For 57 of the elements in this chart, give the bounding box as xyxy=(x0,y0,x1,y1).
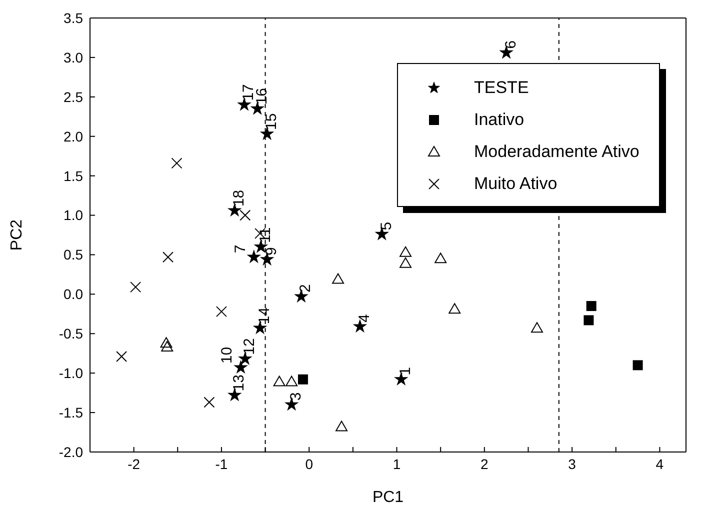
y-tick-label: 1.0 xyxy=(64,207,84,224)
point xyxy=(336,420,348,432)
legend-label: Inativo xyxy=(474,110,524,130)
y-tick-label: 3.0 xyxy=(64,49,84,66)
legend-label: TESTE xyxy=(474,78,529,98)
legend-label: Moderadamente Ativo xyxy=(474,142,640,162)
annotation: 1 xyxy=(397,367,414,376)
y-tick-label: -2.0 xyxy=(58,444,84,460)
annotation: 7 xyxy=(232,244,249,254)
x-tick-label: -2 xyxy=(128,456,140,472)
x-tick-label: 3 xyxy=(568,456,576,472)
annotation: 12 xyxy=(241,338,258,355)
y-tick-label: 2.0 xyxy=(64,128,84,144)
annotation: 6 xyxy=(502,40,520,49)
annotation: 10 xyxy=(218,346,236,364)
annotation: 15 xyxy=(263,113,280,130)
annotation: 13 xyxy=(230,374,248,392)
x-axis-title: PC1 xyxy=(372,489,404,506)
point xyxy=(584,315,594,326)
y-tick-label: 3.5 xyxy=(64,10,84,26)
point xyxy=(448,303,461,314)
annotation: 4 xyxy=(356,314,373,323)
point xyxy=(246,250,262,264)
annotation: 18 xyxy=(230,190,248,207)
point xyxy=(161,341,174,352)
point xyxy=(531,322,543,333)
y-tick-label: -1.5 xyxy=(58,404,84,421)
y-tick-label: 0.5 xyxy=(64,246,84,263)
legend-label: Muito Ativo xyxy=(474,174,558,194)
point xyxy=(434,252,447,264)
point xyxy=(400,246,412,257)
annotation: 11 xyxy=(256,227,274,243)
y-tick-label: -0.5 xyxy=(58,326,84,342)
point xyxy=(332,273,344,284)
point xyxy=(298,374,308,384)
point xyxy=(586,301,596,312)
x-tick-label: 2 xyxy=(480,456,489,472)
y-tick-label: 1.5 xyxy=(64,168,84,184)
y-tick-label: 2.5 xyxy=(64,88,84,105)
y-axis-title: PC2 xyxy=(8,219,26,251)
point xyxy=(286,376,298,386)
annotation: 14 xyxy=(256,307,274,324)
annotation: 5 xyxy=(378,222,395,230)
x-tick-label: 0 xyxy=(305,456,314,472)
x-tick-label: 4 xyxy=(656,456,664,472)
point xyxy=(160,337,172,348)
annotation: 9 xyxy=(263,247,280,256)
y-tick-label: 0.0 xyxy=(64,286,84,302)
x-tick-label: 1 xyxy=(392,456,401,472)
x-tick-label: -1 xyxy=(215,456,228,472)
y-tick-label: -1.0 xyxy=(58,365,84,382)
point xyxy=(632,360,643,370)
point xyxy=(400,257,412,268)
annotation: 3 xyxy=(288,392,305,401)
point xyxy=(273,376,286,386)
annotation: 2 xyxy=(297,284,314,293)
point xyxy=(234,360,248,374)
